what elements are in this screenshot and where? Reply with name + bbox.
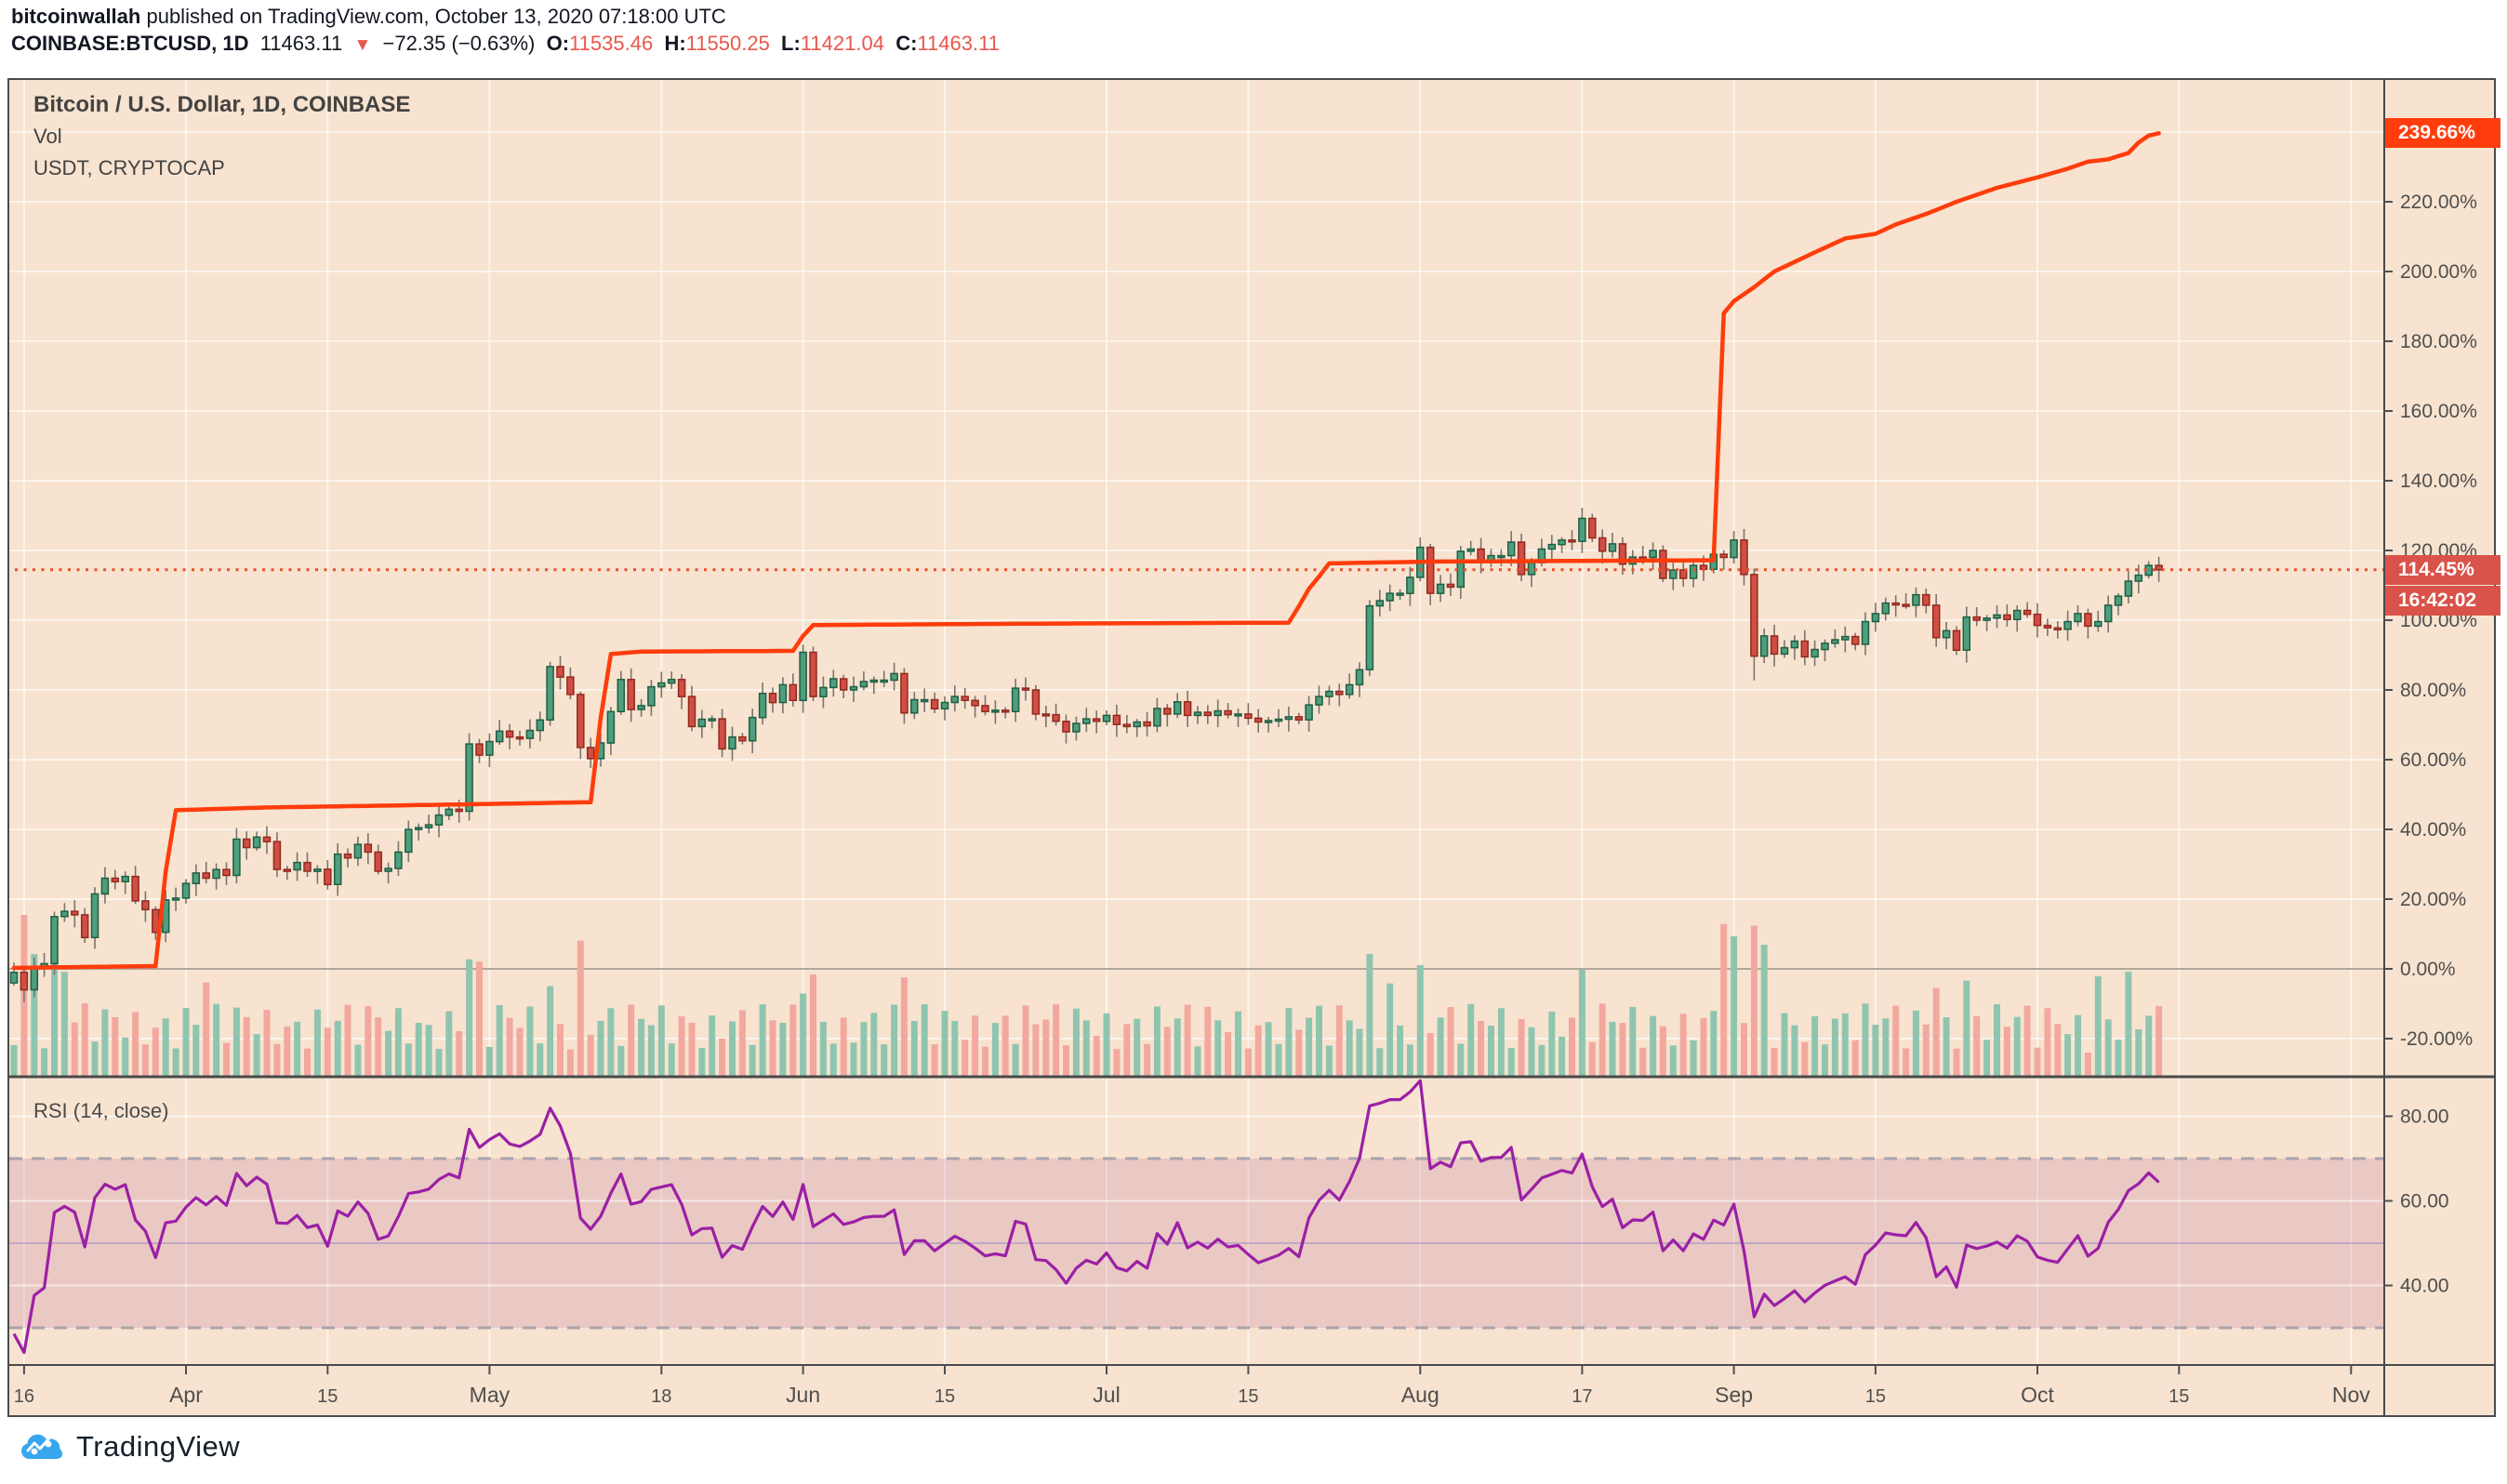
svg-text:60.00: 60.00 <box>2400 1191 2449 1212</box>
horizontal-gridlines <box>9 131 2383 1040</box>
svg-text:80.00: 80.00 <box>2400 1106 2449 1128</box>
high-label: H: <box>664 32 686 55</box>
svg-text:15: 15 <box>317 1386 338 1407</box>
byline: bitcoinwallah published on TradingView.c… <box>11 5 726 29</box>
price-change: −72.35 (−0.63%) <box>382 32 536 55</box>
down-arrow-icon: ▼ <box>353 35 372 55</box>
svg-text:Jul: Jul <box>1093 1383 1120 1407</box>
legend-volume[interactable]: Vol <box>33 125 62 148</box>
tradingview-brand-text: TradingView <box>76 1430 241 1463</box>
svg-text:18: 18 <box>651 1386 671 1407</box>
legend-symbol-title[interactable]: Bitcoin / U.S. Dollar, 1D, COINBASE <box>33 92 411 117</box>
svg-text:Sep: Sep <box>1715 1383 1753 1407</box>
svg-text:17: 17 <box>1572 1386 1592 1407</box>
chart-area[interactable]: 220.00% 200.00% 180.00% 160.00% 140.00% 120.0… <box>7 78 2496 1417</box>
low-label: L: <box>781 32 801 55</box>
svg-text:60.00%: 60.00% <box>2400 749 2466 771</box>
svg-text:140.00%: 140.00% <box>2400 470 2477 492</box>
legend-usdt-overlay[interactable]: USDT, CRYPTOCAP <box>33 156 225 179</box>
rsi-scale: 80.00 60.00 40.00 <box>2384 1106 2449 1297</box>
svg-text:220.00%: 220.00% <box>2400 192 2477 213</box>
vertical-gridlines <box>22 80 2353 1364</box>
usdt-marketcap-line <box>11 131 2161 971</box>
close-label: C: <box>895 32 918 55</box>
symbol-status-line: COINBASE:BTCUSD, 1D 11463.11 ▼ −72.35 (−… <box>11 32 1000 56</box>
svg-text:20.00%: 20.00% <box>2400 889 2466 910</box>
rsi-indicator-label[interactable]: RSI (14, close) <box>33 1099 169 1122</box>
symbol-name: COINBASE:BTCUSD, 1D <box>11 32 249 55</box>
svg-text:Jun: Jun <box>786 1383 820 1407</box>
candles-layer <box>9 508 2163 1002</box>
svg-text:200.00%: 200.00% <box>2400 261 2477 283</box>
tradingview-footer-link[interactable]: TradingView <box>20 1430 240 1464</box>
svg-text:15: 15 <box>1865 1386 1886 1407</box>
svg-text:Nov: Nov <box>2332 1383 2370 1407</box>
chart-canvas[interactable]: 220.00%200.00%180.00%160.00%140.00%120.0… <box>7 78 2496 1417</box>
tradingview-logo-icon <box>21 1434 62 1459</box>
usdt-last-value-label: 239.66% <box>2385 118 2500 149</box>
btc-last-value-label: 114.45% <box>2385 554 2500 585</box>
svg-text:15: 15 <box>1238 1386 1258 1407</box>
svg-text:0.00%: 0.00% <box>2400 959 2456 980</box>
chart-legend: Bitcoin / U.S. Dollar, 1D, COINBASE Vol … <box>33 89 410 184</box>
svg-text:40.00: 40.00 <box>2400 1276 2449 1297</box>
bar-countdown-label: 16:42:02 <box>2385 585 2500 616</box>
svg-text:15: 15 <box>2169 1386 2189 1407</box>
svg-text:Apr: Apr <box>169 1383 203 1407</box>
svg-text:16: 16 <box>14 1386 34 1407</box>
low-value: 11421.04 <box>800 32 884 55</box>
byline-text: published on TradingView.com, October 13… <box>140 5 726 28</box>
svg-text:-20.00%: -20.00% <box>2400 1028 2473 1050</box>
time-scale: 16 Apr 15 May 18 Jun 15 Jul 15 Aug 17 Sep 15 Oct 15 Nov <box>14 1365 2370 1407</box>
rsi-line <box>12 1079 2160 1355</box>
last-price: 11463.11 <box>259 32 343 55</box>
open-label: O: <box>546 32 570 55</box>
volume-bars <box>10 915 2163 1076</box>
svg-text:160.00%: 160.00% <box>2400 401 2477 422</box>
svg-text:80.00%: 80.00% <box>2400 680 2466 701</box>
svg-text:15: 15 <box>935 1386 955 1407</box>
high-value: 11550.25 <box>685 32 770 55</box>
svg-text:40.00%: 40.00% <box>2400 819 2466 841</box>
author-name: bitcoinwallah <box>11 5 141 28</box>
svg-text:180.00%: 180.00% <box>2400 331 2477 352</box>
svg-text:Oct: Oct <box>2021 1383 2054 1407</box>
svg-text:May: May <box>470 1383 511 1407</box>
svg-text:Aug: Aug <box>1401 1383 1439 1407</box>
close-value: 11463.11 <box>917 32 1000 55</box>
open-value: 11535.46 <box>569 32 654 55</box>
pane-borders <box>7 78 2496 1417</box>
price-scale: 220.00%200.00%180.00%160.00%140.00%120.0… <box>2384 192 2477 1050</box>
